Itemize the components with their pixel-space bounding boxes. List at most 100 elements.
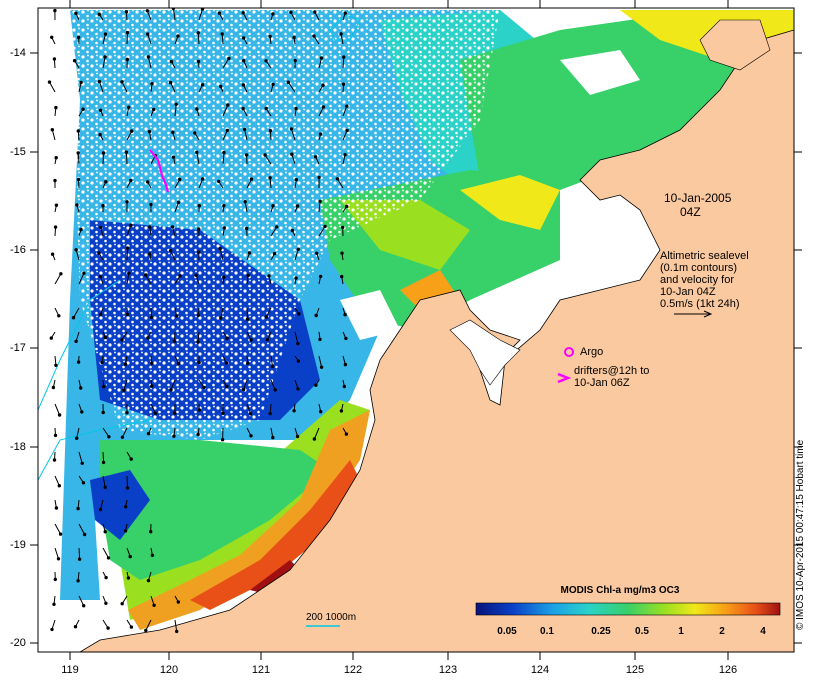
velocity-arrow-head <box>148 252 152 256</box>
velocity-arrow-head <box>226 103 230 107</box>
velocity-arrow-head <box>319 365 324 369</box>
velocity-arrow-head <box>225 128 230 133</box>
velocity-arrow-head <box>106 626 110 630</box>
velocity-arrow <box>102 475 106 488</box>
velocity-arrow-head <box>146 336 150 340</box>
velocity-arrow-head <box>75 203 79 207</box>
velocity-arrow <box>78 523 86 535</box>
velocity-arrow-head <box>323 224 327 229</box>
velocity-arrow-head <box>123 529 128 533</box>
velocity-arrow-head <box>76 35 81 40</box>
velocity-arrow-head <box>124 505 128 509</box>
velocity-arrow-head <box>146 431 151 436</box>
velocity-arrow-head <box>225 384 229 389</box>
velocity-arrow-head <box>297 312 301 316</box>
velocity-arrow <box>121 81 128 93</box>
velocity-arrow-head <box>102 384 106 389</box>
velocity-arrow-head <box>54 363 58 367</box>
velocity-arrow-head <box>79 227 83 232</box>
velocity-arrow-head <box>98 274 103 279</box>
velocity-arrow-head <box>175 629 179 634</box>
velocity-arrow-head <box>312 437 317 441</box>
velocity-arrow-head <box>195 150 199 155</box>
velocity-arrow-head <box>265 338 270 342</box>
velocity-arrow-head <box>220 32 224 36</box>
velocity-arrow <box>290 128 296 141</box>
velocity-arrow-head <box>146 180 150 184</box>
velocity-arrow-head <box>152 107 156 112</box>
velocity-arrow-head <box>76 360 81 364</box>
velocity-arrow-head <box>295 204 300 208</box>
velocity-arrow-head <box>219 316 223 320</box>
velocity-arrow-head <box>268 34 272 39</box>
colorbar-tick: 2 <box>719 626 725 637</box>
velocity-arrow-head <box>202 385 206 390</box>
velocity-arrow <box>121 427 128 438</box>
velocity-arrow-head <box>293 58 297 63</box>
velocity-arrow-head <box>129 625 134 629</box>
velocity-arrow-head <box>77 557 82 561</box>
velocity-arrow <box>102 56 106 69</box>
velocity-arrow-head <box>241 11 245 15</box>
velocity-arrow-head <box>120 80 124 84</box>
velocity-arrow-head <box>196 313 201 317</box>
altimetry-note-line: (0.1m contours) <box>660 262 738 274</box>
velocity-arrow-head <box>56 557 61 561</box>
argo-label: Argo <box>580 346 604 358</box>
velocity-arrow-head <box>103 32 108 36</box>
land-mass <box>79 10 794 652</box>
velocity-arrow <box>336 178 344 189</box>
velocity-arrow-head <box>318 132 323 136</box>
velocity-arrow-head <box>335 177 340 181</box>
velocity-arrow-head <box>144 273 148 277</box>
velocity-arrow-head <box>171 130 175 134</box>
velocity-arrow-head <box>53 8 57 13</box>
velocity-arrow-head <box>296 387 300 391</box>
velocity-arrow <box>78 273 85 285</box>
velocity-arrow-head <box>343 362 348 367</box>
velocity-arrow-head <box>81 481 86 485</box>
velocity-arrow-head <box>147 129 152 134</box>
velocity-arrow-head <box>248 412 253 416</box>
velocity-arrow <box>77 152 80 165</box>
colorbar-tick: 4 <box>760 626 766 637</box>
velocity-arrow <box>54 475 60 486</box>
velocity-arrow-head <box>173 411 177 415</box>
velocity-arrow-head <box>342 384 346 389</box>
velocity-arrow-head <box>195 107 199 111</box>
velocity-arrow <box>147 33 152 45</box>
velocity-arrow-head <box>53 178 57 183</box>
velocity-arrow-head <box>176 34 180 38</box>
velocity-arrow <box>270 226 278 237</box>
velocity-arrow-head <box>224 361 229 365</box>
velocity-arrow-head <box>52 458 57 462</box>
velocity-arrow-head <box>99 312 103 317</box>
velocity-arrow-head <box>313 155 318 159</box>
velocity-arrow <box>125 152 128 165</box>
velocity-arrow-head <box>101 410 105 415</box>
velocity-arrow-head <box>268 129 273 133</box>
velocity-arrow-head <box>172 339 177 344</box>
velocity-arrow-head <box>242 59 246 63</box>
velocity-arrow-head <box>249 434 253 438</box>
velocity-arrow-head <box>97 79 102 84</box>
velocity-arrow <box>342 106 348 117</box>
velocity-arrow-head <box>243 200 247 204</box>
velocity-arrow-head <box>50 627 54 632</box>
velocity-arrow <box>246 307 248 320</box>
date-label: 10-Jan-2005 <box>664 191 732 205</box>
velocity-arrow <box>287 81 296 93</box>
velocity-arrow-head <box>217 179 221 184</box>
velocity-arrow-head <box>76 151 80 155</box>
velocity-arrow-head <box>196 59 201 64</box>
velocity-arrow-head <box>286 80 290 84</box>
velocity-arrow-head <box>152 603 156 607</box>
velocity-arrow-head <box>321 105 326 109</box>
velocity-arrow <box>54 273 62 285</box>
velocity-arrow <box>244 129 248 141</box>
velocity-arrow-head <box>168 249 173 253</box>
velocity-arrow-head <box>79 386 83 390</box>
velocity-arrow-head <box>272 251 277 256</box>
velocity-arrow-head <box>150 361 154 365</box>
velocity-arrow-head <box>99 225 103 230</box>
